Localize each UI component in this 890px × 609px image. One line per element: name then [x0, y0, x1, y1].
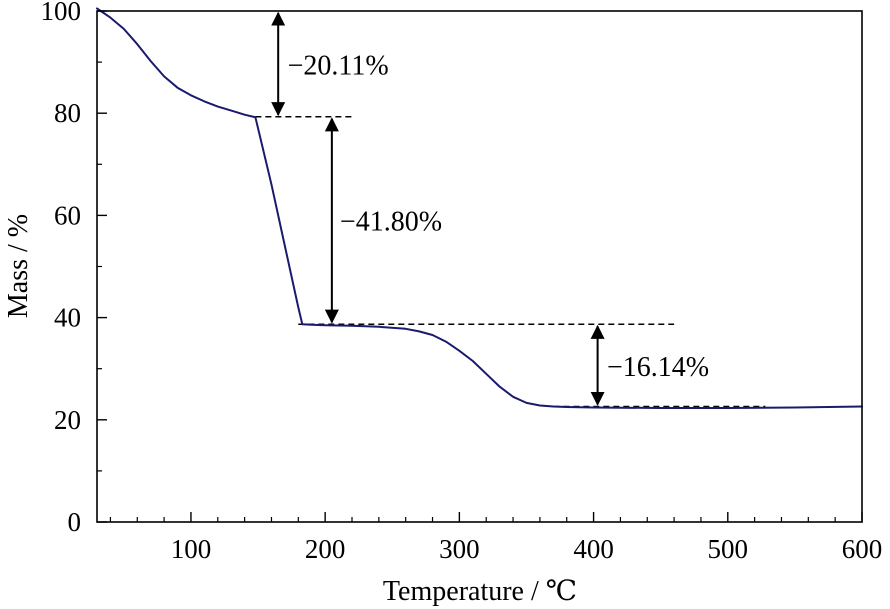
x-tick-label: 600 [842, 534, 883, 564]
x-tick-label: 200 [305, 534, 346, 564]
y-tick-label: 60 [54, 200, 81, 230]
mass-loss-label: −20.11% [288, 51, 389, 82]
y-tick-label: 80 [54, 98, 81, 128]
mass-loss-label: −16.14% [607, 352, 709, 383]
mass-loss-curve [96, 7, 863, 409]
x-tick-label: 500 [708, 534, 749, 564]
y-tick-label: 40 [54, 303, 81, 333]
y-tick-label: 100 [41, 0, 82, 26]
y-axis-title: Mass / % [3, 214, 34, 318]
x-tick-label: 100 [171, 534, 212, 564]
x-axis-title: Temperature / ℃ [383, 576, 577, 607]
plot-frame [96, 10, 863, 523]
x-tick-label: 300 [439, 534, 480, 564]
mass-loss-label: −41.80% [340, 207, 442, 238]
y-tick-label: 20 [54, 405, 81, 435]
x-tick-label: 400 [573, 534, 614, 564]
y-tick-label: 0 [68, 507, 82, 537]
